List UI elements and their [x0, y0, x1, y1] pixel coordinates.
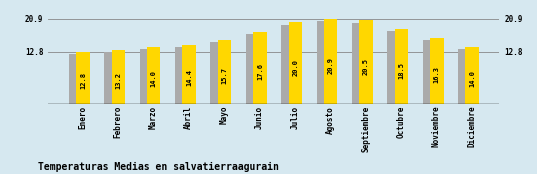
- Text: 17.6: 17.6: [257, 64, 263, 80]
- Bar: [281, 25, 295, 104]
- Bar: [246, 34, 259, 104]
- Text: 13.2: 13.2: [115, 72, 121, 89]
- Text: 14.0: 14.0: [151, 70, 157, 87]
- Text: 16.3: 16.3: [434, 66, 440, 83]
- Bar: [147, 47, 161, 104]
- Bar: [430, 38, 444, 104]
- Text: 20.5: 20.5: [363, 58, 369, 75]
- Bar: [324, 19, 337, 104]
- Bar: [175, 47, 188, 104]
- Text: 15.7: 15.7: [222, 67, 228, 84]
- Text: Temperaturas Medias en salvatierraagurain: Temperaturas Medias en salvatierraagurai…: [38, 162, 279, 172]
- Text: 18.5: 18.5: [398, 62, 404, 79]
- Bar: [352, 23, 365, 104]
- Bar: [316, 21, 330, 104]
- Bar: [76, 52, 90, 104]
- Text: 20.0: 20.0: [292, 59, 298, 76]
- Bar: [466, 47, 479, 104]
- Bar: [359, 20, 373, 104]
- Bar: [218, 40, 231, 104]
- Bar: [104, 52, 118, 104]
- Bar: [253, 32, 266, 104]
- Bar: [387, 31, 401, 104]
- Bar: [395, 29, 408, 104]
- Bar: [69, 54, 82, 104]
- Text: 14.4: 14.4: [186, 69, 192, 86]
- Bar: [423, 40, 436, 104]
- Text: 14.0: 14.0: [469, 70, 475, 87]
- Text: 20.9: 20.9: [328, 57, 333, 74]
- Bar: [183, 45, 196, 104]
- Bar: [211, 42, 224, 104]
- Bar: [112, 50, 125, 104]
- Bar: [458, 49, 471, 104]
- Text: 12.8: 12.8: [80, 72, 86, 89]
- Bar: [140, 49, 153, 104]
- Bar: [288, 22, 302, 104]
